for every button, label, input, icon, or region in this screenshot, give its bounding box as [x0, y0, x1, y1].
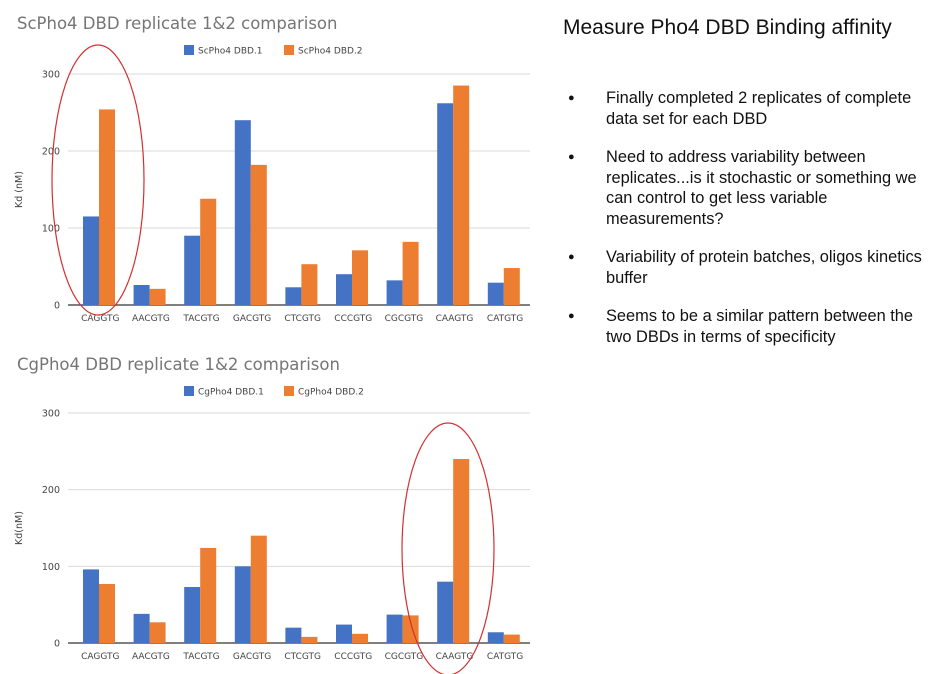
y-tick-label: 200 — [42, 147, 60, 158]
bar-series1 — [336, 624, 352, 643]
x-tick-label: CGCGTG — [385, 652, 424, 662]
x-tick-label: TACGTG — [182, 314, 219, 324]
bar-series1 — [133, 613, 150, 643]
bar-series1 — [386, 614, 403, 643]
x-tick-label: CAGGTG — [81, 314, 119, 324]
x-tick-label: CAGGTG — [81, 652, 119, 662]
y-tick-label: 200 — [42, 485, 60, 496]
bullet-item: Finally completed 2 replicates of comple… — [563, 88, 943, 129]
chart2-title: CgPho4 DBD replicate 1&2 comparison — [17, 355, 340, 374]
bar-series1 — [487, 632, 504, 643]
bar-series1 — [133, 284, 150, 305]
x-tick-label: CAAGTG — [436, 314, 474, 324]
bar-series1 — [437, 581, 454, 643]
legend-label: ScPho4 DBD.2 — [298, 47, 363, 57]
bullet-item: Need to address variability between repl… — [563, 147, 943, 229]
x-tick-label: AACGTG — [132, 314, 170, 324]
chart-scpho4: 0 100 200 300 Kd (nM) ScPho4 DBD.1 ScPho4 DBD.… — [14, 44, 530, 324]
y-axis-label: Kd (nM) — [14, 171, 25, 208]
y-axis-label: Kd(nM) — [14, 511, 25, 545]
bar-series1 — [234, 566, 251, 643]
y-tick-label: 100 — [42, 562, 60, 573]
bar-series2 — [453, 85, 470, 305]
annotation-ellipse — [51, 44, 145, 316]
y-tick-label: 300 — [42, 409, 60, 420]
x-tick-label: CAAGTG — [436, 652, 474, 662]
bar-series2 — [503, 268, 520, 305]
legend-label: ScPho4 DBD.1 — [198, 47, 263, 57]
bar-series2 — [200, 547, 217, 643]
bar-series1 — [83, 569, 99, 643]
chart1-title: ScPho4 DBD replicate 1&2 comparison — [17, 14, 338, 33]
y-tick-label: 0 — [54, 301, 60, 312]
annotation-ellipse — [401, 422, 495, 674]
bar-series1 — [285, 627, 302, 643]
bar-series1 — [487, 282, 504, 305]
bar-series1 — [437, 103, 454, 305]
bar-series2 — [503, 634, 520, 643]
bar-series1 — [336, 274, 352, 305]
legend-label: CgPho4 DBD.1 — [198, 388, 264, 398]
chart-cgpho4: 0 100 200 300 Kd(nM) CgPho4 DBD.1 CgPho4 DBD.2… — [14, 386, 530, 674]
bar-series2 — [352, 633, 368, 643]
bar-series1 — [184, 587, 201, 643]
x-tick-label: CTCGTG — [284, 314, 321, 324]
x-tick-label: AACGTG — [132, 652, 170, 662]
x-tick-label: CTCGTG — [284, 652, 321, 662]
legend-swatch — [184, 386, 194, 396]
bar-series2 — [99, 583, 115, 643]
bar-series1 — [285, 287, 302, 305]
bar-series2 — [250, 164, 267, 305]
x-tick-label: CATGTG — [487, 314, 523, 324]
bar-series1 — [234, 120, 251, 305]
x-tick-label: GACGTG — [233, 314, 271, 324]
x-tick-label: CCCGTG — [334, 652, 372, 662]
bar-series2 — [301, 264, 318, 305]
bullet-list: Finally completed 2 replicates of comple… — [563, 88, 943, 365]
bullet-item: Variability of protein batches, oligos k… — [563, 247, 943, 288]
bar-series1 — [184, 235, 201, 305]
bar-series1 — [83, 216, 99, 305]
bar-series2 — [149, 288, 166, 305]
bar-series2 — [352, 250, 368, 305]
x-tick-label: GACGTG — [233, 652, 271, 662]
x-tick-label: TACGTG — [182, 652, 219, 662]
legend-swatch — [284, 45, 294, 55]
bar-series2 — [149, 622, 166, 643]
y-tick-label: 100 — [42, 224, 60, 235]
y-tick-label: 300 — [42, 70, 60, 81]
bar-series2 — [99, 109, 115, 305]
bar-series2 — [250, 535, 267, 643]
x-tick-label: CGCGTG — [385, 314, 424, 324]
slide-title: Measure Pho4 DBD Binding affinity — [563, 16, 892, 39]
y-tick-label: 0 — [54, 639, 60, 650]
bar-series2 — [453, 459, 470, 643]
bar-series2 — [402, 241, 419, 305]
x-tick-label: CCCGTG — [334, 314, 372, 324]
legend-swatch — [284, 386, 294, 396]
bar-series1 — [386, 280, 403, 305]
bullet-item: Seems to be a similar pattern between th… — [563, 306, 943, 347]
bar-series2 — [301, 636, 318, 643]
legend-swatch — [184, 45, 194, 55]
bar-series2 — [200, 198, 217, 305]
legend-label: CgPho4 DBD.2 — [298, 388, 364, 398]
x-tick-label: CATGTG — [487, 652, 523, 662]
